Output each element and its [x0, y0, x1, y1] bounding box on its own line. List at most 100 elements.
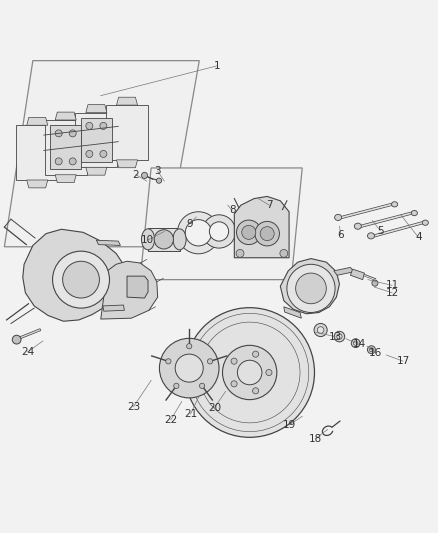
Circle shape: [69, 158, 76, 165]
Text: 4: 4: [415, 232, 422, 242]
Ellipse shape: [392, 201, 398, 207]
Circle shape: [86, 150, 93, 157]
Text: 11: 11: [385, 280, 399, 290]
Circle shape: [166, 359, 171, 364]
Circle shape: [53, 251, 110, 308]
Text: 12: 12: [385, 288, 399, 298]
Text: 1: 1: [213, 61, 220, 71]
Circle shape: [174, 383, 179, 389]
Text: 3: 3: [154, 166, 161, 176]
Text: 23: 23: [127, 402, 140, 411]
Polygon shape: [280, 259, 339, 314]
Text: 7: 7: [266, 200, 273, 210]
Circle shape: [287, 264, 335, 312]
Circle shape: [63, 261, 99, 298]
Circle shape: [69, 130, 76, 137]
Text: 10: 10: [141, 235, 154, 245]
Circle shape: [266, 369, 272, 376]
Circle shape: [334, 332, 345, 342]
Polygon shape: [350, 269, 364, 280]
Circle shape: [280, 249, 288, 257]
Circle shape: [199, 383, 205, 389]
Polygon shape: [45, 120, 87, 175]
Polygon shape: [75, 112, 117, 167]
Polygon shape: [284, 307, 301, 318]
Text: 2: 2: [132, 169, 139, 180]
Circle shape: [369, 348, 373, 352]
Text: 18: 18: [309, 434, 322, 443]
Polygon shape: [27, 117, 48, 125]
Bar: [148, 228, 180, 251]
Circle shape: [208, 359, 213, 364]
Polygon shape: [55, 112, 76, 120]
Circle shape: [86, 123, 93, 130]
Text: 21: 21: [184, 409, 197, 419]
Circle shape: [317, 327, 324, 333]
Polygon shape: [127, 276, 148, 298]
Circle shape: [236, 249, 244, 257]
Polygon shape: [4, 61, 199, 247]
Polygon shape: [117, 160, 138, 168]
Circle shape: [296, 273, 326, 304]
Circle shape: [154, 230, 173, 249]
Text: 6: 6: [337, 230, 344, 240]
Polygon shape: [117, 97, 138, 105]
Circle shape: [187, 344, 192, 349]
Polygon shape: [106, 105, 148, 160]
Circle shape: [156, 178, 162, 183]
Polygon shape: [23, 229, 125, 321]
Circle shape: [253, 388, 259, 394]
Ellipse shape: [411, 211, 417, 216]
Circle shape: [231, 381, 237, 387]
Ellipse shape: [354, 223, 361, 229]
Circle shape: [353, 341, 358, 345]
Text: 22: 22: [164, 415, 177, 425]
Text: 16: 16: [369, 348, 382, 358]
Polygon shape: [16, 125, 58, 180]
Circle shape: [255, 221, 279, 246]
Polygon shape: [27, 180, 48, 188]
Circle shape: [367, 346, 375, 354]
Circle shape: [202, 215, 236, 248]
Circle shape: [260, 227, 274, 241]
Circle shape: [237, 360, 262, 385]
Circle shape: [223, 345, 277, 400]
Polygon shape: [50, 125, 81, 169]
Circle shape: [12, 335, 21, 344]
Polygon shape: [140, 168, 302, 280]
Text: 19: 19: [283, 420, 296, 430]
Circle shape: [175, 354, 203, 382]
Polygon shape: [86, 167, 107, 175]
Polygon shape: [81, 118, 112, 162]
Circle shape: [141, 172, 148, 179]
Ellipse shape: [141, 229, 155, 250]
Text: 14: 14: [353, 340, 366, 350]
Polygon shape: [234, 197, 289, 258]
Polygon shape: [103, 305, 124, 311]
Polygon shape: [334, 268, 354, 275]
Ellipse shape: [335, 214, 342, 221]
Circle shape: [209, 222, 229, 241]
Circle shape: [185, 220, 212, 246]
Text: 13: 13: [328, 332, 342, 342]
Text: 24: 24: [21, 347, 34, 357]
Ellipse shape: [422, 220, 428, 225]
Text: 8: 8: [229, 205, 236, 215]
Circle shape: [100, 123, 107, 130]
Text: 17: 17: [396, 356, 410, 366]
Circle shape: [231, 358, 237, 364]
Polygon shape: [86, 104, 107, 112]
Circle shape: [372, 280, 378, 286]
Polygon shape: [96, 240, 120, 246]
Circle shape: [55, 130, 62, 137]
Text: 20: 20: [208, 402, 221, 413]
Circle shape: [159, 338, 219, 398]
Circle shape: [337, 334, 342, 339]
Circle shape: [237, 220, 261, 245]
Circle shape: [253, 351, 259, 357]
Ellipse shape: [173, 229, 186, 250]
Circle shape: [185, 308, 314, 437]
Circle shape: [55, 158, 62, 165]
Circle shape: [177, 212, 219, 254]
Circle shape: [100, 150, 107, 157]
